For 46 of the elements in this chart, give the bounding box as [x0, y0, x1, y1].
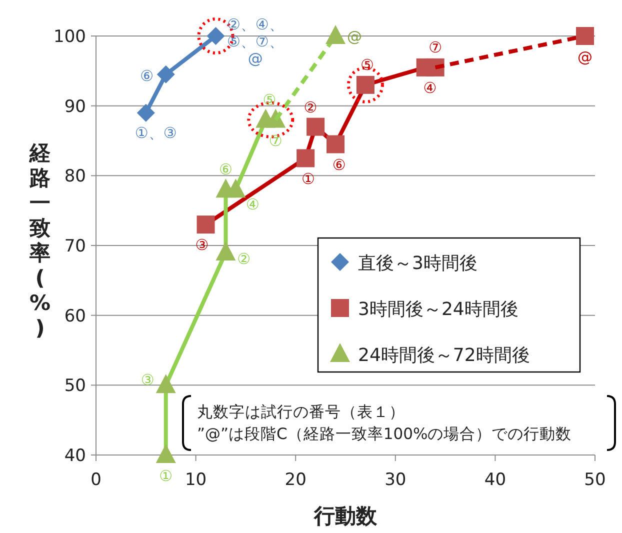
data-label: ⑦ [268, 132, 282, 150]
data-label: ②、④、⑤、⑦、@ [226, 15, 284, 68]
y-tick-label: 90 [64, 96, 86, 117]
data-label: ①、③ [134, 124, 177, 142]
x-tick-label: 10 [184, 470, 207, 490]
point [156, 374, 176, 394]
legend-label: 3時間後～24時間後 [358, 299, 518, 320]
y-tick-label: 80 [64, 166, 86, 187]
x-tick-label: 50 [584, 470, 606, 490]
data-label: ③ [195, 236, 209, 254]
data-label: ⑥ [140, 66, 154, 85]
point [296, 149, 315, 168]
data-label: ① [301, 170, 315, 188]
data-label: ④ [423, 78, 437, 97]
point [136, 104, 155, 122]
data-label: ④ [246, 196, 260, 214]
x-tick-label: 0 [90, 470, 102, 490]
annotation: ”@”は段階C（経路一致率100%の場合）での行動数 [197, 425, 572, 443]
data-label: ⑤ [262, 91, 276, 110]
y-axis-title: 経路一致率(%) [28, 141, 51, 340]
y-tick-label: 50 [64, 376, 86, 396]
point [196, 216, 215, 234]
data-label: ⑥ [219, 160, 232, 179]
y-tick-label: 70 [64, 236, 86, 256]
point [306, 118, 325, 136]
data-label: ① [159, 467, 173, 485]
y-tick-label: 60 [64, 306, 86, 326]
point [156, 444, 176, 463]
legend-label: 直後～3時間後 [358, 253, 478, 274]
x-axis-title: 行動数 [313, 504, 378, 528]
point [216, 241, 236, 260]
x-tick-label: 40 [484, 470, 506, 490]
point [156, 65, 175, 84]
data-label: ⑥ [332, 156, 346, 174]
point [326, 135, 345, 154]
data-label: ⑤ [360, 56, 374, 74]
data-label: ③ [140, 370, 154, 389]
data-label: ② [304, 98, 318, 117]
point [226, 178, 246, 198]
data-label: ② [237, 250, 251, 268]
annotation: 丸数字は試行の番号（表１） [197, 403, 405, 421]
x-tick-label: 20 [284, 470, 306, 490]
x-tick-label: 30 [384, 470, 406, 490]
y-tick-label: 100 [54, 27, 86, 47]
y-tick-label: 40 [64, 446, 86, 466]
legend-label: 24時間後～72時間後 [358, 345, 530, 366]
